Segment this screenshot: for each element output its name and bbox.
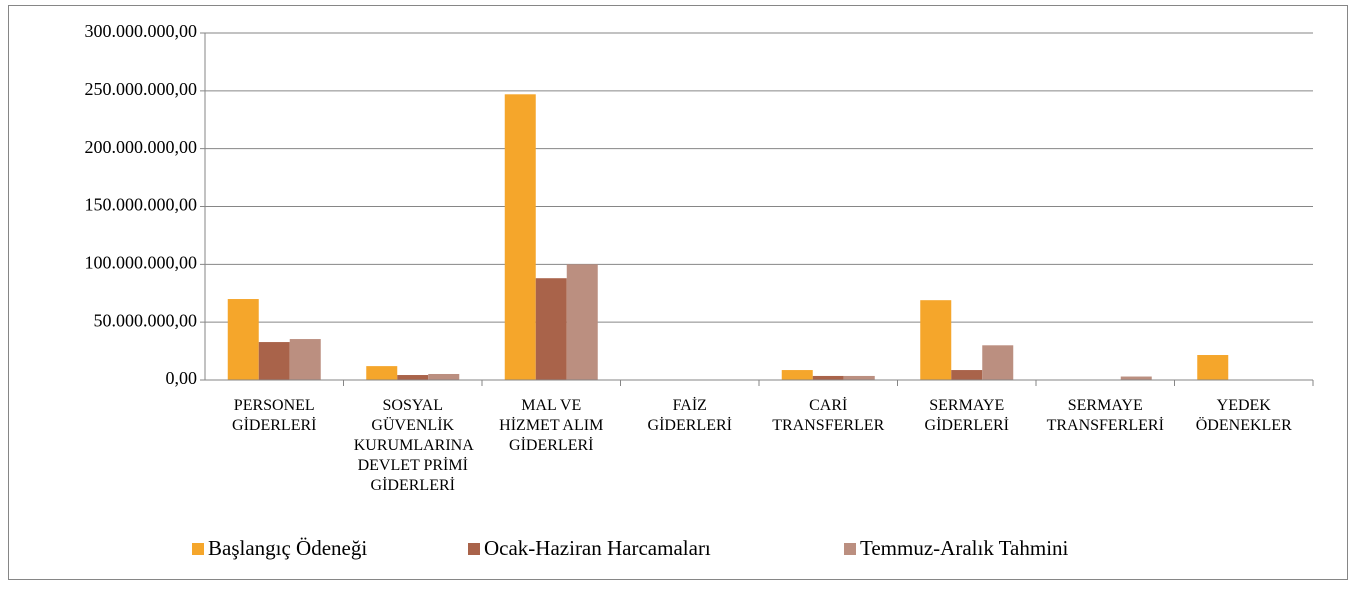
bar [428, 373, 460, 380]
bar [1120, 376, 1152, 380]
bar [258, 342, 290, 380]
bar [504, 94, 536, 380]
y-tick-label: 300.000.000,00 [85, 21, 198, 41]
bar [535, 278, 567, 380]
bar [397, 375, 429, 380]
bar [951, 370, 983, 380]
chart-border [8, 5, 1348, 580]
x-tick-label: FAİZ GİDERLERİ [647, 397, 732, 434]
bar [227, 299, 259, 380]
bar [289, 339, 321, 380]
bar [843, 375, 875, 380]
y-tick-label: 100.000.000,00 [85, 252, 198, 272]
legend-label: Temmuz-Aralık Tahmini [860, 536, 1069, 560]
y-tick-label: 150.000.000,00 [85, 195, 198, 215]
y-tick-label: 250.000.000,00 [85, 79, 198, 99]
legend-label: Ocak-Haziran Harcamaları [484, 536, 711, 560]
x-tick-label: PERSONEL GİDERLERİ [232, 397, 317, 434]
y-tick-label: 0,00 [166, 368, 198, 388]
bar [920, 300, 952, 380]
x-tick-label: SOSYAL GÜVENLİK KURUMLARINA DEVLET PRİMİ… [353, 397, 474, 494]
x-tick-label: CARİ TRANSFERLER [772, 397, 885, 434]
bar [566, 264, 598, 380]
legend-swatch [844, 543, 856, 555]
x-tick-label: SERMAYE TRANSFERLERİ [1046, 397, 1164, 434]
y-tick-label: 200.000.000,00 [85, 137, 198, 157]
bar [1197, 355, 1229, 380]
x-tick-label: YEDEK ÖDENEKLER [1195, 397, 1292, 434]
x-tick-label: SERMAYE GİDERLERİ [924, 397, 1009, 434]
bar [982, 345, 1014, 380]
legend-swatch [192, 543, 204, 555]
bar [812, 375, 844, 380]
legend-swatch [468, 543, 480, 555]
y-tick-label: 50.000.000,00 [94, 310, 198, 330]
legend-label: Başlangıç Ödeneği [208, 536, 367, 560]
x-tick-label: MAL VE HİZMET ALIM GİDERLERİ [499, 397, 604, 454]
bar [781, 370, 813, 380]
bar [366, 366, 398, 380]
